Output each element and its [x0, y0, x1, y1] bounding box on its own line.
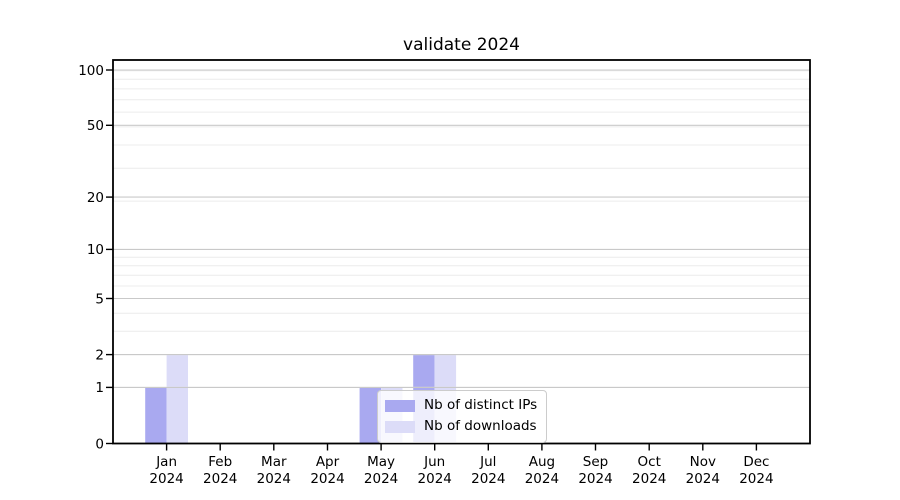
x-tick-label-dec: Dec: [743, 454, 769, 470]
bar-nb-of-distinct-ips-jan: [145, 387, 167, 444]
x-tick-year-feb: 2024: [203, 471, 237, 487]
x-tick-year-nov: 2024: [686, 471, 720, 487]
x-tick-year-sep: 2024: [578, 471, 612, 487]
y-tick-label-1: 1: [95, 380, 104, 396]
x-tick-label-aug: Aug: [529, 454, 555, 470]
y-tick-label-50: 50: [87, 118, 104, 134]
axis-labels: 0125102050100Jan2024Feb2024Mar2024Apr202…: [78, 63, 773, 487]
x-tick-label-nov: Nov: [690, 454, 716, 470]
legend: Nb of distinct IPs Nb of downloads: [377, 390, 548, 443]
legend-label-distinct-ips: Nb of distinct IPs: [424, 397, 538, 413]
legend-label-downloads: Nb of downloads: [424, 418, 537, 434]
y-tick-label-5: 5: [95, 291, 104, 307]
x-tick-label-sep: Sep: [583, 454, 608, 470]
x-tick-label-jul: Jul: [479, 454, 496, 470]
y-tick-label-10: 10: [87, 242, 104, 258]
x-tick-label-apr: Apr: [316, 454, 340, 470]
bar-nb-of-downloads-jan: [166, 354, 188, 444]
x-tick-label-jun: Jun: [423, 454, 445, 470]
x-tick-year-jun: 2024: [418, 471, 452, 487]
x-tick-year-aug: 2024: [525, 471, 559, 487]
y-tick-label-2: 2: [95, 347, 104, 363]
legend-swatch-downloads: [385, 420, 415, 433]
x-tick-label-mar: Mar: [261, 454, 287, 470]
x-tick-year-mar: 2024: [257, 471, 291, 487]
x-tick-year-dec: 2024: [739, 471, 773, 487]
bar-nb-of-distinct-ips-may: [359, 387, 381, 444]
x-tick-year-apr: 2024: [310, 471, 344, 487]
y-tick-label-0: 0: [95, 436, 104, 452]
major-gridlines: [113, 69, 810, 388]
x-tick-year-oct: 2024: [632, 471, 666, 487]
x-tick-year-jan: 2024: [149, 471, 183, 487]
chart-title: validate 2024: [403, 35, 520, 55]
axis-ticks: [106, 69, 758, 451]
x-tick-label-feb: Feb: [208, 454, 232, 470]
x-tick-label-may: May: [367, 454, 395, 470]
legend-row-distinct-ips: Nb of distinct IPs: [385, 395, 537, 416]
legend-swatch-distinct-ips: [385, 399, 415, 412]
x-tick-label-oct: Oct: [638, 454, 661, 470]
x-tick-year-jul: 2024: [471, 471, 505, 487]
y-tick-label-20: 20: [87, 190, 104, 206]
plot-border: [112, 59, 811, 445]
x-tick-year-may: 2024: [364, 471, 398, 487]
y-tick-label-100: 100: [78, 63, 104, 79]
legend-row-downloads: Nb of downloads: [385, 416, 537, 437]
minor-gridlines: [113, 70, 810, 388]
x-tick-label-jan: Jan: [155, 454, 177, 470]
